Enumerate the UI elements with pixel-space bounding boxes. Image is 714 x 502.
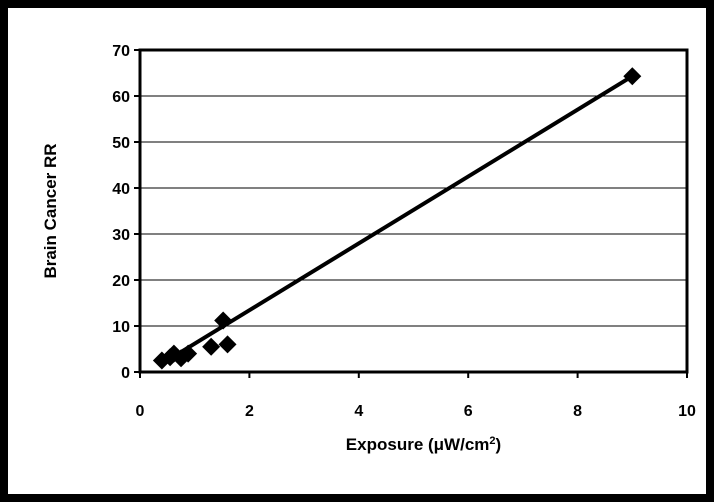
data-point-diamond [623, 67, 642, 86]
y-tick-label: 20 [112, 273, 130, 290]
y-tick-label: 60 [112, 89, 130, 106]
y-tick-label: 40 [112, 181, 130, 198]
y-tick-label: 70 [112, 43, 130, 60]
y-tick-labels: 0 10 20 30 40 50 60 70 [112, 43, 140, 382]
y-tick-label: 30 [112, 227, 130, 244]
data-point-diamond [179, 344, 198, 363]
x-tick-label: 8 [573, 403, 582, 420]
y-tick-label: 10 [112, 319, 130, 336]
x-tick-label: 10 [678, 403, 696, 420]
gridlines [140, 95, 687, 327]
x-axis-title-text: Exposure (μW/cm [346, 435, 490, 454]
data-point-diamond [218, 335, 237, 354]
data-point-diamond [202, 337, 221, 356]
x-tick-label: 2 [245, 403, 254, 420]
trendline [160, 74, 634, 366]
x-tick-label: 0 [136, 403, 145, 420]
x-axis-title: Exposure (μW/cm2) [346, 435, 501, 454]
y-tick-label: 0 [121, 365, 130, 382]
data-points [152, 67, 642, 370]
x-axis-title-superscript: 2 [489, 435, 495, 447]
data-point-diamond [214, 311, 233, 330]
plot-area [138, 48, 689, 374]
y-tick-label: 50 [112, 135, 130, 152]
x-tick-label: 6 [464, 403, 473, 420]
y-axis-title: Brain Cancer RR [41, 143, 60, 278]
x-axis-title-close: ) [496, 435, 502, 454]
x-tick-labels: 0 2 4 6 8 10 [136, 372, 696, 420]
x-tick-label: 4 [354, 403, 363, 420]
